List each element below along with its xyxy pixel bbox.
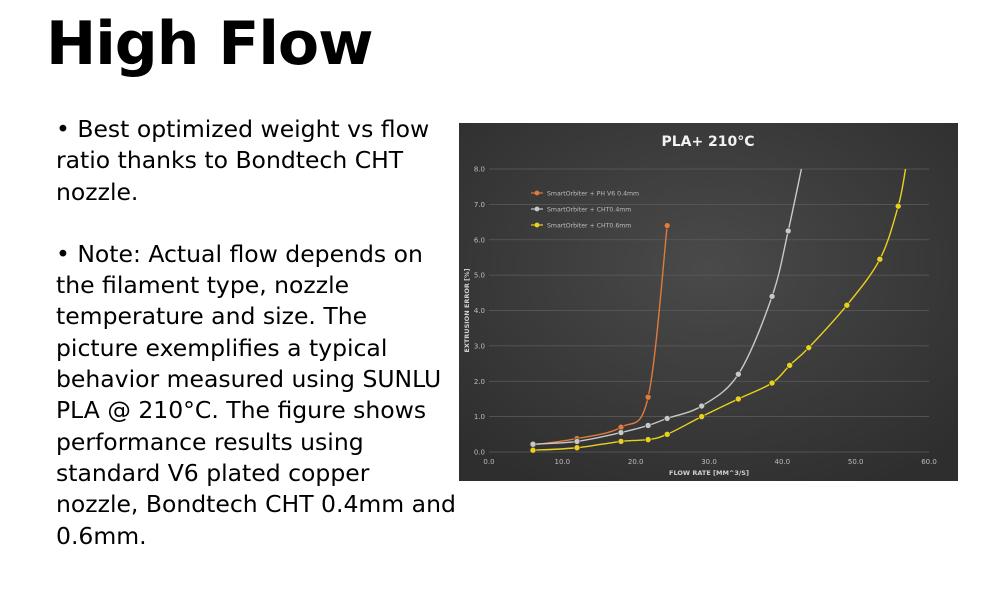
page-title: High Flow: [46, 9, 374, 79]
series-point: [644, 436, 652, 443]
y-tick-label: 2.0: [474, 378, 485, 386]
bullet-item-note: • Note: Actual flow depends on the filam…: [56, 239, 456, 550]
x-tick-label: 0.0: [483, 458, 494, 466]
series-point: [768, 379, 776, 387]
series-point: [784, 227, 792, 235]
series-point: [529, 440, 537, 448]
x-tick-label: 60.0: [921, 458, 937, 466]
y-tick-label: 0.0: [474, 449, 485, 457]
series-point: [843, 301, 851, 309]
y-tick-label: 8.0: [474, 166, 485, 174]
series-point: [573, 444, 581, 452]
series-point: [735, 370, 742, 378]
chart-title: PLA+ 210°C: [661, 134, 754, 150]
series-point: [617, 429, 625, 436]
legend-label: SmartOrbiter + CHT0.4mm: [547, 206, 631, 213]
y-tick-label: 7.0: [474, 201, 485, 209]
y-axis-label: EXTRUSION ERROR [%]: [463, 268, 471, 352]
series-point: [663, 222, 671, 229]
series-point: [768, 293, 776, 300]
x-tick-label: 20.0: [628, 458, 644, 466]
legend-swatch-marker: [534, 206, 540, 212]
series-line: [532, 168, 803, 445]
legend-swatch-marker: [534, 190, 540, 196]
series-point: [663, 431, 671, 438]
x-tick-label: 30.0: [701, 458, 717, 466]
series-point: [698, 413, 705, 420]
series-point: [663, 415, 671, 422]
series-point: [735, 395, 742, 403]
series-point: [876, 255, 884, 263]
series-point: [573, 438, 581, 445]
bullet-list: • Best optimized weight vs flow ratio th…: [56, 114, 456, 552]
series-point: [698, 402, 705, 410]
y-tick-label: 5.0: [474, 272, 485, 280]
y-tick-label: 1.0: [474, 413, 485, 421]
series-point: [617, 438, 625, 445]
x-tick-label: 10.0: [555, 458, 571, 466]
legend-label: SmartOrbiter + CHT0.6mm: [547, 222, 631, 229]
y-tick-label: 6.0: [474, 236, 485, 244]
bullet-item-weight-ratio: • Best optimized weight vs flow ratio th…: [56, 115, 430, 206]
x-tick-label: 40.0: [775, 458, 791, 466]
series-point: [529, 446, 537, 454]
legend-swatch-marker: [534, 222, 540, 228]
series-point: [786, 362, 793, 369]
flow-chart: PLA+ 210°C 0.0 1.0 2.0 3.0 4.0 5.0 6.0 7.0 8.0 0.0…: [459, 123, 958, 481]
series-point: [805, 344, 813, 351]
y-tick-label: 4.0: [474, 307, 485, 315]
series-point: [894, 202, 902, 210]
series-line: [532, 225, 668, 446]
y-tick-label: 3.0: [474, 342, 485, 350]
series-point: [644, 393, 652, 401]
chart-background: [459, 123, 958, 481]
flow-chart-svg: PLA+ 210°C 0.0 1.0 2.0 3.0 4.0 5.0 6.0 7.0 8.0 0.0…: [459, 123, 958, 481]
legend-label: SmartOrbiter + PH V6 0.4mm: [547, 190, 639, 197]
series-point: [644, 422, 652, 429]
x-axis-label: FLOW RATE [MM^3/S]: [669, 469, 749, 477]
x-tick-label: 50.0: [848, 458, 864, 466]
